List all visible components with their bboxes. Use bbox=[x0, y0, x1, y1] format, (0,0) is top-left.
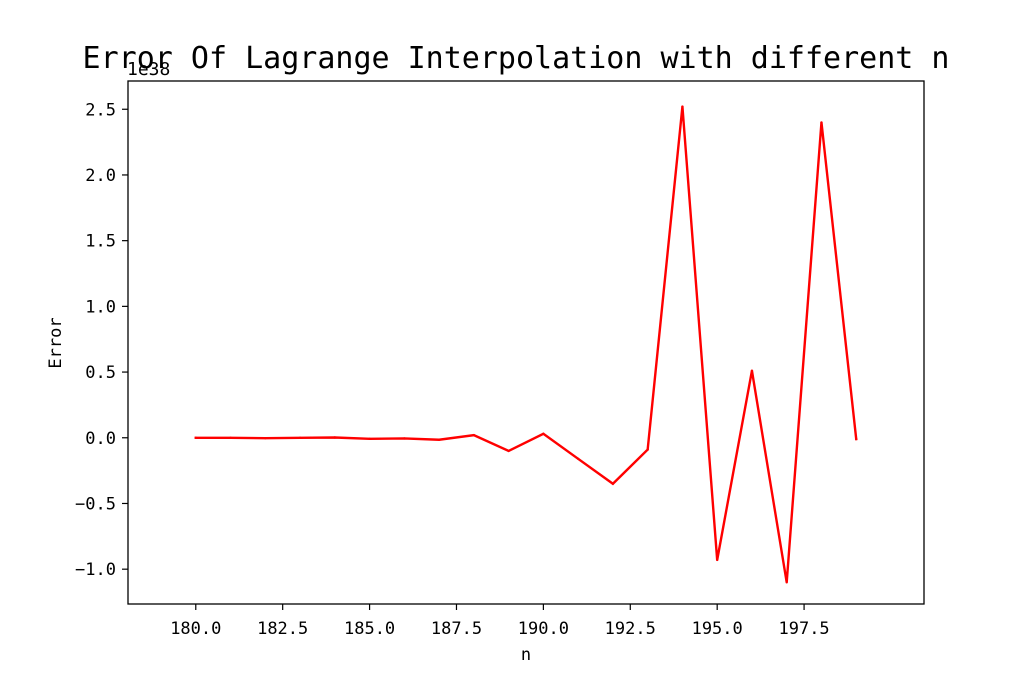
x-tick-label: 185.0 bbox=[344, 619, 395, 639]
y-axis-ticks: 2.5 2.0 1.5 1.0 0.5 0.0 −0.5 −1.0 bbox=[75, 100, 128, 580]
x-tick-label: 192.5 bbox=[605, 619, 656, 639]
y-tick-label: −0.5 bbox=[75, 494, 116, 514]
data-point bbox=[542, 432, 545, 436]
y-offset-label: 1e38 bbox=[127, 59, 170, 80]
plot-area bbox=[194, 105, 858, 584]
series-line-0 bbox=[194, 106, 858, 583]
y-axis-label: Error bbox=[46, 317, 66, 368]
x-tick-label: 190.0 bbox=[518, 619, 569, 639]
data-point bbox=[437, 438, 441, 441]
x-axis-ticks: 180.0 182.5 185.0 187.5 190.0 192.5 195.0 197.5 bbox=[170, 604, 830, 639]
x-tick-label: 187.5 bbox=[431, 619, 482, 639]
data-point bbox=[681, 105, 684, 108]
data-point bbox=[194, 436, 197, 439]
y-tick-label: 2.0 bbox=[85, 166, 116, 186]
data-point bbox=[298, 436, 302, 439]
data-point bbox=[472, 433, 476, 437]
data-point bbox=[820, 121, 823, 124]
y-tick-label: 1.5 bbox=[85, 232, 116, 252]
y-tick-label: 0.5 bbox=[85, 363, 116, 383]
x-tick-label: 182.5 bbox=[257, 619, 308, 639]
x-tick-label: 195.0 bbox=[692, 619, 743, 639]
data-point bbox=[715, 558, 719, 562]
data-point bbox=[750, 369, 754, 372]
data-point bbox=[611, 482, 615, 485]
y-tick-label: −1.0 bbox=[75, 560, 116, 580]
y-tick-label: 2.5 bbox=[85, 100, 116, 120]
y-tick-label: 1.0 bbox=[85, 297, 116, 317]
data-point bbox=[507, 449, 510, 453]
y-tick-label: 0.0 bbox=[85, 429, 116, 449]
axes-frame bbox=[127, 80, 925, 605]
data-point bbox=[264, 436, 267, 440]
data-point bbox=[646, 448, 649, 451]
chart-title: Error Of Lagrange Interpolation with dif… bbox=[83, 41, 950, 76]
data-point bbox=[785, 581, 788, 584]
data-point bbox=[368, 437, 371, 441]
x-tick-label: 197.5 bbox=[778, 619, 829, 639]
x-tick-label: 180.0 bbox=[170, 619, 221, 639]
data-point bbox=[229, 436, 232, 439]
data-point bbox=[403, 437, 406, 440]
data-point bbox=[855, 437, 858, 441]
data-point bbox=[576, 457, 580, 460]
data-point bbox=[333, 436, 337, 439]
x-axis-label: n bbox=[521, 645, 531, 665]
